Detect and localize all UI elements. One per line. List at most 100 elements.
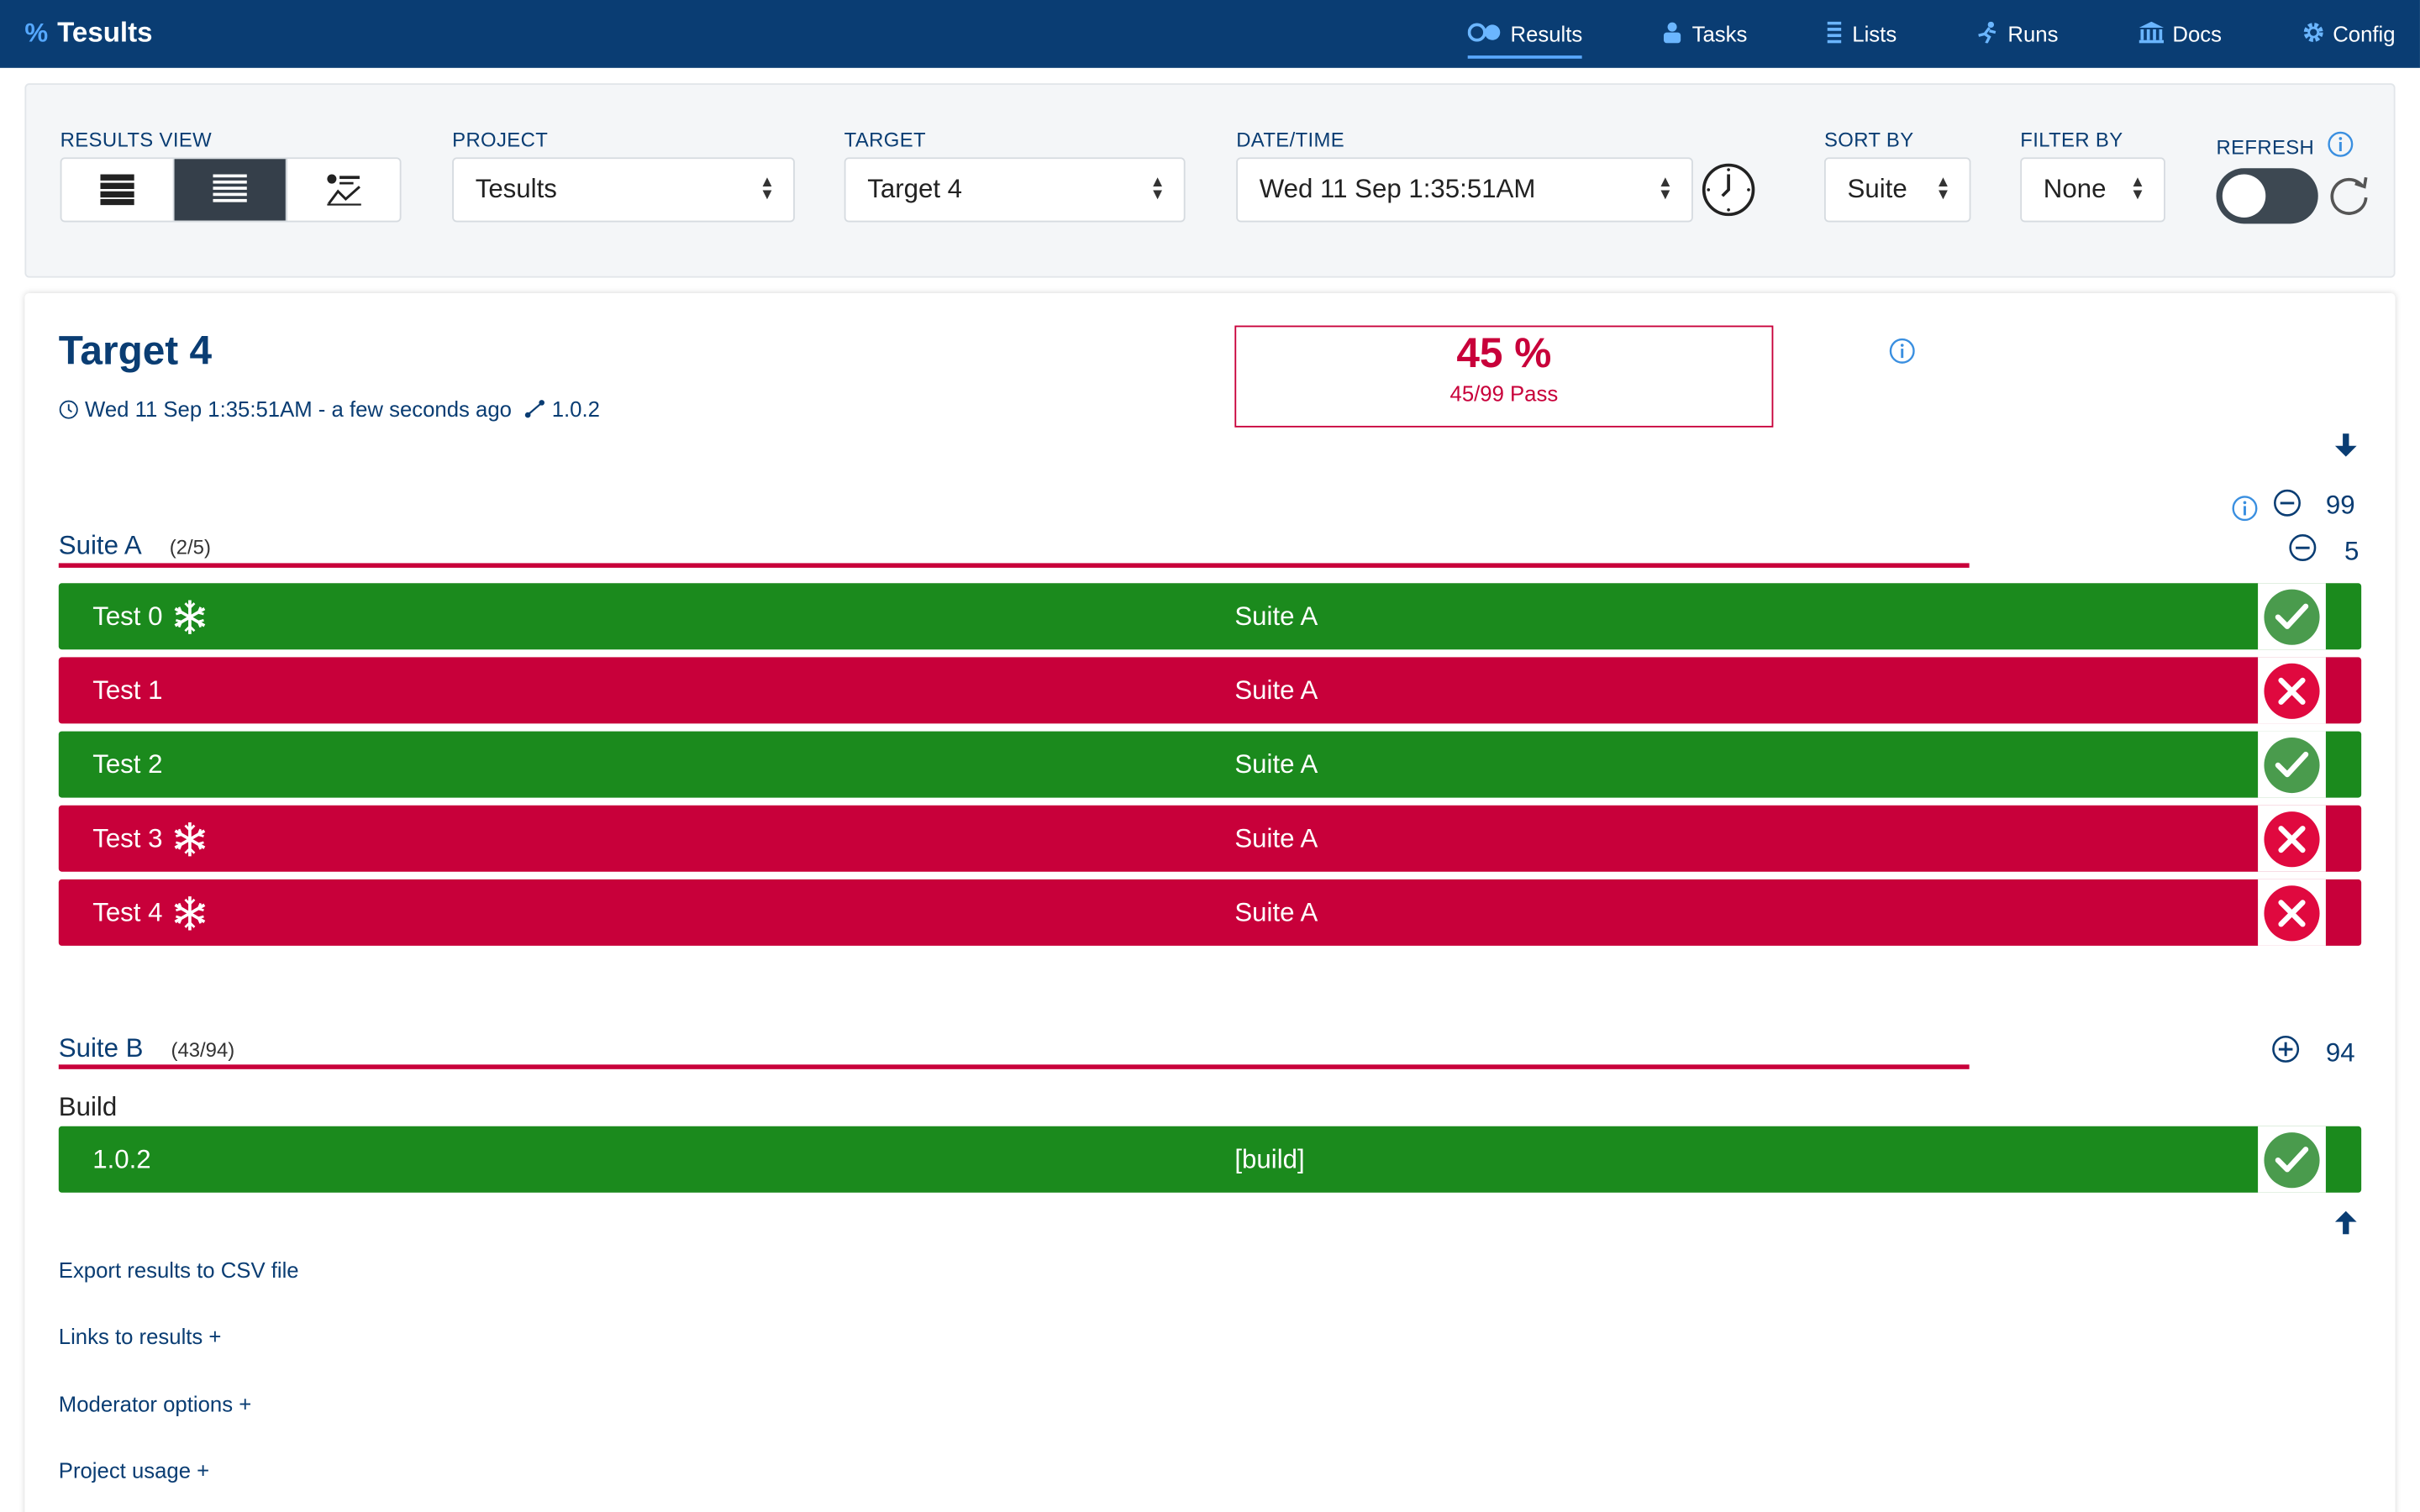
nav-docs[interactable]: Docs bbox=[2138, 0, 2222, 68]
suite-fraction: (43/94) bbox=[171, 1038, 235, 1062]
project-usage-link[interactable]: Project usage + bbox=[58, 1457, 210, 1483]
info-icon[interactable] bbox=[1889, 338, 1915, 371]
nav-config[interactable]: Config bbox=[2302, 0, 2396, 68]
clock-icon bbox=[1702, 163, 1755, 217]
target-select[interactable]: Target 4 ▲ ▼ bbox=[844, 157, 1186, 223]
refresh-label: REFRESH bbox=[2216, 134, 2315, 159]
fail-x-icon bbox=[2264, 885, 2320, 941]
list-view-icon bbox=[100, 174, 134, 206]
nav-config-label: Config bbox=[2333, 21, 2396, 47]
nav-tasks[interactable]: Tasks bbox=[1663, 0, 1748, 68]
test-row[interactable]: Test 0 Suite A bbox=[58, 583, 2362, 650]
nav-docs-label: Docs bbox=[2172, 21, 2222, 47]
test-suite: Suite A bbox=[1234, 601, 1318, 631]
build-icon bbox=[524, 400, 544, 418]
test-name: Test 2 bbox=[92, 748, 163, 779]
suite-name: Suite A bbox=[58, 530, 142, 560]
target-meta: Wed 11 Sep 1:35:51AM - a few seconds ago… bbox=[59, 396, 600, 421]
nav-results-label: Results bbox=[1510, 21, 1583, 47]
suite-divider bbox=[58, 563, 1970, 568]
status-cell bbox=[2258, 1126, 2326, 1193]
chart-view-icon bbox=[326, 174, 360, 206]
test-suite: Suite A bbox=[1234, 748, 1318, 779]
brand[interactable]: % Tesults bbox=[24, 17, 152, 50]
view-chart-button[interactable] bbox=[287, 159, 400, 220]
filterby-select[interactable]: None ▲ ▼ bbox=[2020, 157, 2165, 223]
info-icon[interactable] bbox=[2327, 131, 2353, 162]
suite-divider bbox=[58, 1064, 1970, 1069]
sortby-select[interactable]: Suite ▲ ▼ bbox=[1823, 157, 1971, 223]
nav-tasks-label: Tasks bbox=[1691, 21, 1748, 47]
pass-check-icon bbox=[2264, 588, 2320, 644]
results-view-label: RESULTS VIEW bbox=[60, 128, 213, 151]
target-label: TARGET bbox=[844, 128, 926, 151]
status-cell bbox=[2258, 805, 2326, 872]
meta-build: 1.0.2 bbox=[551, 396, 600, 422]
test-name-cell: Test 4 bbox=[92, 894, 208, 931]
filterby-label: FILTER BY bbox=[2020, 128, 2123, 151]
test-name-cell: Test 0 bbox=[92, 598, 208, 635]
export-csv-link[interactable]: Export results to CSV file bbox=[58, 1257, 299, 1283]
sortby-label: SORT BY bbox=[1823, 128, 1914, 151]
suite-header[interactable]: Suite A (2/5) bbox=[59, 531, 211, 562]
status-cell bbox=[2258, 731, 2326, 798]
info-icon[interactable] bbox=[2232, 496, 2258, 529]
test-row[interactable]: Test 2 Suite A bbox=[58, 731, 2362, 798]
select-arrows-icon: ▲ ▼ bbox=[1150, 174, 1165, 204]
test-name-cell: Test 3 bbox=[92, 820, 208, 857]
datetime-select[interactable]: Wed 11 Sep 1:35:51AM ▲ ▼ bbox=[1236, 157, 1693, 223]
test-name-cell: Test 2 bbox=[92, 749, 162, 780]
suite-fraction: (2/5) bbox=[169, 535, 211, 559]
arrow-down-icon[interactable] bbox=[2334, 433, 2357, 466]
pass-rate-summary: 45/99 Pass bbox=[1449, 381, 1559, 407]
test-suite: Suite A bbox=[1234, 675, 1318, 705]
refresh-toggle[interactable] bbox=[2216, 168, 2318, 224]
arrow-up-icon[interactable] bbox=[2334, 1210, 2357, 1242]
view-compact-button[interactable] bbox=[174, 159, 287, 221]
project-select[interactable]: Tesults ▲ ▼ bbox=[452, 157, 795, 223]
collapse-suite-icon[interactable] bbox=[2289, 533, 2317, 569]
clock-button[interactable] bbox=[1701, 162, 1756, 218]
test-row[interactable]: Test 1 Suite A bbox=[58, 657, 2362, 724]
datetime-label: DATE/TIME bbox=[1236, 128, 1345, 151]
nav-runs[interactable]: Runs bbox=[1977, 0, 2058, 68]
sortby-select-value: Suite bbox=[1847, 174, 1907, 204]
filterby-select-value: None bbox=[2043, 174, 2107, 204]
select-arrows-icon: ▲ ▼ bbox=[759, 174, 776, 204]
refresh-icon bbox=[2330, 176, 2368, 215]
results-icon bbox=[1467, 22, 1501, 46]
build-suite: [build] bbox=[1234, 1143, 1305, 1173]
meta-time: Wed 11 Sep 1:35:51AM - a few seconds ago bbox=[85, 396, 512, 422]
refresh-button[interactable] bbox=[2328, 173, 2370, 219]
snowflake-icon bbox=[175, 822, 206, 856]
results-card: Target 4 Wed 11 Sep 1:35:51AM - a few se… bbox=[24, 292, 2396, 1512]
project-label: PROJECT bbox=[452, 128, 549, 151]
moderator-options-link[interactable]: Moderator options + bbox=[58, 1391, 252, 1417]
test-name: Test 0 bbox=[92, 601, 163, 631]
nav-lists-label: Lists bbox=[1852, 21, 1897, 47]
suite-header[interactable]: Suite B (43/94) bbox=[59, 1034, 234, 1065]
test-row[interactable]: Test 3 Suite A bbox=[58, 805, 2362, 872]
nav-results[interactable]: Results bbox=[1467, 0, 1582, 68]
snowflake-icon bbox=[175, 895, 206, 930]
docs-icon bbox=[2138, 20, 2164, 47]
status-cell bbox=[2258, 583, 2326, 650]
build-name: 1.0.2 bbox=[92, 1143, 151, 1173]
test-row[interactable]: Test 4 Suite A bbox=[58, 879, 2362, 946]
select-arrows-icon: ▲ ▼ bbox=[2129, 174, 2146, 204]
select-arrows-icon: ▲ ▼ bbox=[1935, 174, 1951, 204]
suite-name: Suite B bbox=[58, 1033, 144, 1063]
view-list-button[interactable] bbox=[61, 159, 175, 221]
collapse-all-icon[interactable] bbox=[2273, 489, 2301, 524]
pass-check-icon bbox=[2264, 737, 2320, 793]
results-view-toggle bbox=[60, 157, 402, 223]
test-name: Test 4 bbox=[92, 897, 163, 927]
refresh-label-group: REFRESH bbox=[2217, 131, 2354, 162]
toggle-knob bbox=[2222, 174, 2266, 218]
results-toolbar: RESULTS VIEW PROJECT Tesults ▲ ▼ TARGET T… bbox=[24, 83, 2396, 278]
nav-lists[interactable]: Lists bbox=[1827, 0, 1897, 68]
time-icon bbox=[59, 399, 78, 418]
expand-suite-icon[interactable] bbox=[2272, 1035, 2300, 1070]
build-row[interactable]: 1.0.2 [build] bbox=[58, 1126, 2362, 1193]
links-to-results-link[interactable]: Links to results + bbox=[58, 1323, 222, 1349]
